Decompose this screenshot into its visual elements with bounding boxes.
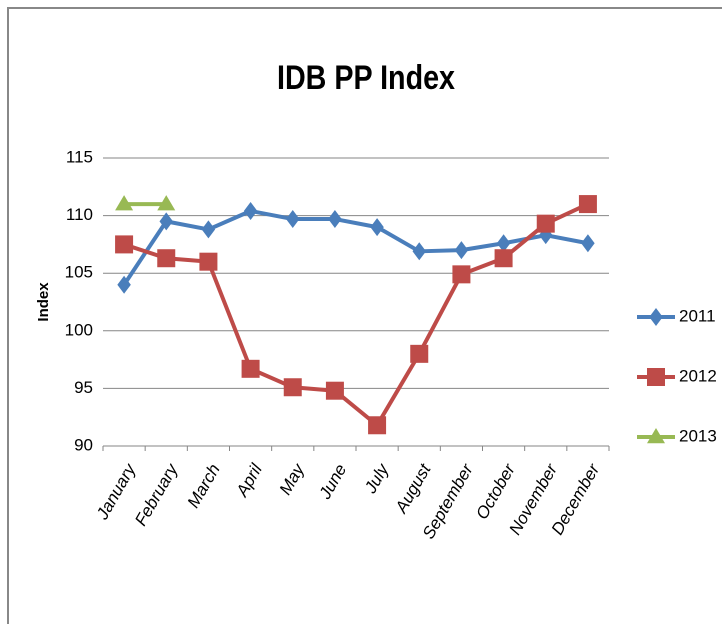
data-point: [328, 210, 342, 229]
data-point: [454, 241, 469, 260]
data-point: [452, 265, 471, 284]
y-tick-label: 100: [65, 320, 93, 339]
data-point: [412, 242, 426, 261]
chart-frame: [7, 7, 722, 629]
data-point: [286, 210, 300, 229]
data-point: [368, 416, 387, 435]
y-tick-label: 110: [66, 205, 93, 224]
data-point: [578, 195, 597, 214]
data-point: [243, 201, 258, 220]
data-point: [115, 235, 134, 254]
data-point: [325, 381, 344, 400]
legend-label: 2013: [679, 426, 717, 445]
data-point: [157, 195, 176, 211]
legend-label: 2012: [679, 366, 717, 385]
legend-marker: [647, 428, 665, 444]
data-point: [370, 218, 384, 237]
y-tick-label: 105: [65, 263, 93, 282]
data-point: [496, 234, 511, 253]
data-point: [117, 275, 131, 294]
y-tick-label: 95: [74, 378, 93, 397]
y-axis-label: Index: [35, 282, 52, 322]
chart-title: IDB PP Index: [277, 59, 455, 97]
data-point: [283, 378, 302, 397]
data-point: [159, 212, 173, 231]
data-point: [157, 249, 176, 268]
data-point: [241, 359, 260, 378]
data-point: [581, 234, 595, 253]
legend-marker: [649, 308, 663, 326]
y-tick-label: 115: [66, 147, 93, 166]
data-point: [536, 214, 555, 233]
data-point: [201, 220, 216, 239]
series-line: [122, 208, 589, 286]
data-point: [494, 249, 513, 268]
data-point: [115, 195, 134, 211]
y-tick-label: 90: [74, 435, 93, 454]
data-point: [199, 252, 218, 271]
legend-label: 2011: [679, 306, 716, 325]
data-point: [410, 344, 429, 363]
legend-marker: [647, 368, 665, 386]
